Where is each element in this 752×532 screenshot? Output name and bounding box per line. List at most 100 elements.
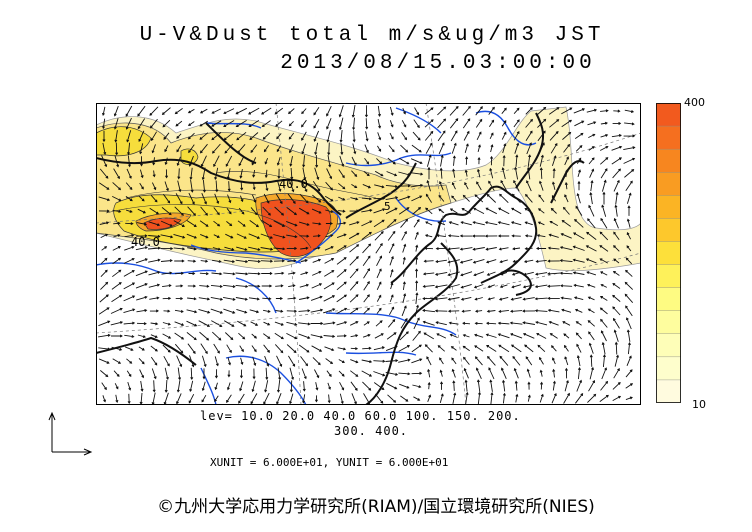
wind-vector [123,321,136,325]
wind-vector [111,282,122,290]
wind-vector [161,107,171,115]
wind-vector [110,307,123,314]
wind-vector [101,106,106,116]
wind-vector [411,344,422,353]
wind-vector [389,294,394,303]
wind-vector [552,168,556,179]
wind-vector [248,233,261,239]
wind-vector [626,218,631,228]
wind-vector [101,155,108,168]
wind-vector [511,193,521,204]
wind-vector [173,233,186,239]
wind-vector [273,234,286,239]
wind-vector [310,295,323,301]
wind-vector [513,130,520,141]
wind-vector [401,305,407,317]
colorbar-max-label: 400 [684,96,705,109]
wind-vector [300,271,309,276]
wind-vector [426,356,432,366]
wind-vector [449,333,458,338]
wind-vector [113,234,121,238]
wind-vector [387,394,397,403]
wind-vector [200,343,208,355]
wind-vector [625,305,633,317]
wind-vector [314,369,320,379]
wind-vector [575,205,583,216]
wind-vector [277,367,282,381]
wind-vector [425,207,433,215]
wind-vector [424,246,434,250]
wind-vector [361,359,373,364]
wind-vector [163,309,171,313]
wind-vector [187,297,197,301]
wind-vector [399,383,410,389]
wind-vector [626,355,632,366]
wind-vector [537,344,546,353]
wind-vector [449,118,459,129]
wind-vector [587,296,595,301]
wind-vector [125,346,134,351]
wind-vector [413,396,421,401]
wind-vector [238,332,246,340]
wind-vector [364,144,369,154]
wind-vector [612,282,621,289]
wind-vector [576,192,581,204]
wind-vector [174,271,184,275]
wind-vector [138,357,145,365]
wind-vector [200,233,209,239]
wind-vector [410,158,423,165]
wind-vector [512,355,521,366]
wind-vector [485,207,498,215]
wind-vector [613,258,620,264]
wind-vector [260,247,274,251]
wind-vector [490,144,494,153]
wind-vector [112,182,122,191]
wind-vector [601,204,607,217]
wind-vector [112,195,122,202]
wind-vector [124,245,135,251]
wind-vector [248,246,261,251]
wind-vector [315,154,319,168]
wind-vector [564,367,568,379]
wind-vector [150,194,158,203]
wind-vector [214,382,218,391]
wind-vector [435,247,447,251]
level-legend-line1: lev= 10.0 20.0 40.0 60.0 100. 150. 200. [200,409,521,423]
wind-vector [162,344,171,353]
wind-vector [411,144,422,153]
wind-vector [190,180,194,193]
wind-vector [387,230,396,241]
wind-vector [286,321,298,326]
wind-vector [237,320,247,327]
wind-vector [525,193,533,203]
wind-vector [113,370,120,377]
wind-vector [260,259,274,263]
wind-vector [600,318,608,328]
wind-vector [489,132,494,140]
wind-vector [200,206,208,216]
wind-vector [398,207,410,215]
wind-vector [123,295,136,302]
wind-vector [123,270,135,277]
wind-vector [176,156,181,167]
wind-vector [587,308,595,314]
wind-vector [400,218,409,228]
wind-vector [236,131,247,141]
wind-vector [302,394,306,404]
wind-vector [627,342,631,355]
wind-vector [352,117,356,131]
wind-vector [388,243,395,254]
wind-vector [385,345,398,352]
wind-vector [522,297,535,301]
wind-vector [150,345,158,352]
wind-vector [447,297,460,301]
wind-vector [327,155,332,168]
wind-vector [176,145,182,153]
wind-vector [510,309,523,313]
wind-vector [162,333,172,339]
chart-title: U-V&Dust total m/s&ug/m3 JST [139,24,605,47]
wind-vector [350,359,359,364]
wind-vector [289,380,293,393]
wind-vector [434,309,448,313]
wind-vector [361,220,373,227]
